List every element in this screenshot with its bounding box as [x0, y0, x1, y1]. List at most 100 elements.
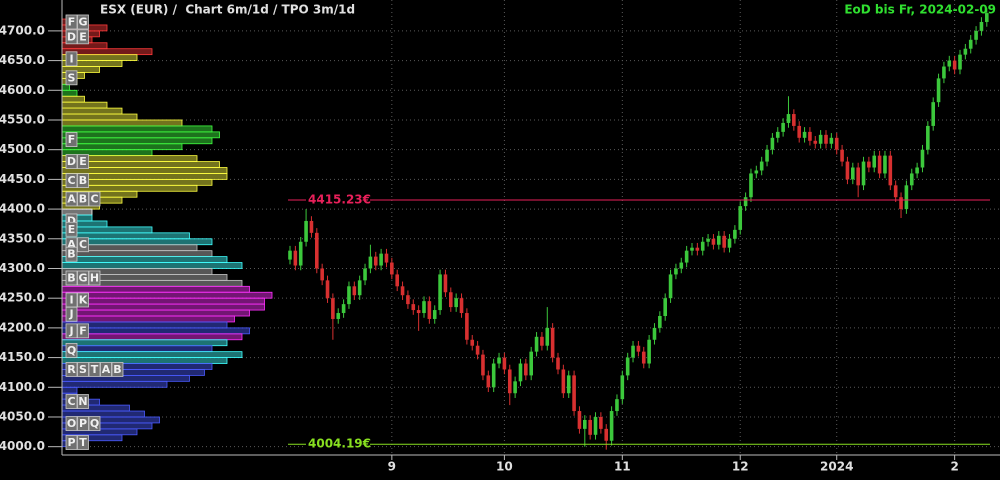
candle-body [465, 313, 469, 340]
tpo-letter: S [79, 363, 87, 376]
y-tick-label: 4550.0 [0, 112, 45, 126]
x-tick-label: 12 [732, 460, 749, 474]
candle-body [647, 339, 651, 364]
candle-body [829, 137, 834, 144]
candle-layer [288, 8, 989, 450]
tpo-letter: B [113, 363, 121, 376]
tpo-letter-box [77, 270, 89, 286]
candle-body [802, 131, 807, 138]
candle-body [443, 274, 448, 293]
candle-body [459, 298, 464, 314]
y-tick-label: 4500.0 [0, 142, 45, 156]
tpo-letter-box [65, 14, 78, 30]
candle-body [631, 345, 635, 358]
candle-body [700, 241, 705, 251]
tpo-letter-box [65, 362, 78, 377]
candle-body [888, 155, 893, 186]
tpo-letter-box [88, 270, 101, 286]
candle-body [609, 411, 614, 441]
candle-body [593, 416, 598, 435]
candle-body [529, 351, 533, 376]
y-tick-label: 4400.0 [0, 202, 45, 216]
candle-body [786, 114, 791, 123]
candle-body [470, 339, 475, 346]
candle-body [840, 149, 844, 162]
candle-body [615, 399, 619, 412]
candle-body [341, 304, 346, 314]
candle-body [577, 411, 582, 429]
candle-body [861, 161, 866, 186]
candle-body [706, 238, 710, 242]
candle-body [454, 298, 458, 308]
candle-body [336, 313, 341, 319]
candle-body [727, 238, 732, 248]
tpo-letter: G [78, 271, 87, 284]
tpo-letter: H [90, 271, 99, 284]
candle-body [556, 357, 560, 370]
tpo-letter-box [65, 173, 78, 188]
tpo-letter: Q [90, 417, 99, 430]
candle-body [325, 280, 330, 299]
candle-body [416, 310, 421, 314]
profile-row [61, 333, 243, 341]
candle-body [904, 185, 909, 210]
tpo-letter: P [67, 436, 75, 449]
candle-body [395, 274, 399, 287]
x-tick-label: 9 [388, 460, 396, 474]
profile-row [61, 83, 70, 91]
tpo-letter: D [67, 214, 76, 227]
candle-body [373, 256, 378, 266]
candle-body [733, 229, 737, 239]
candle-body [674, 268, 678, 275]
candle-body [985, 13, 989, 22]
tpo-letter: D [67, 155, 76, 168]
tpo-letter: E [79, 30, 87, 43]
candle-body [947, 60, 952, 67]
profile-row [61, 345, 213, 353]
candle-body [759, 161, 764, 171]
y-tick-label: 4100.0 [0, 380, 45, 394]
candle-body [298, 241, 303, 266]
candle-body [534, 336, 539, 352]
candle-body [384, 253, 389, 263]
tpo-letter-box [77, 237, 89, 253]
tpo-letter: A [102, 363, 111, 376]
profile-row [61, 119, 183, 127]
candle-body [909, 173, 914, 186]
candle-body [363, 268, 367, 281]
candle-body [824, 134, 828, 144]
tpo-letter: K [79, 293, 88, 306]
price-line-layer: 4415.23€ 4004.19€ [288, 193, 990, 452]
x-tick-label: 2 [950, 460, 958, 474]
tpo-letter-box [77, 416, 89, 431]
candle-body [722, 235, 726, 248]
profile-row [61, 107, 123, 115]
candle-body [309, 220, 314, 233]
tpo-letter-box [77, 323, 89, 339]
candle-body [620, 375, 625, 400]
candle-body [754, 170, 759, 174]
y-tick-label: 4250.0 [0, 291, 45, 305]
candle-body [347, 286, 351, 305]
candle-body [695, 247, 700, 251]
candle-body [813, 140, 818, 144]
tpo-letter-box [77, 362, 89, 377]
tpo-letter-box [65, 154, 78, 169]
tpo-letter-box [65, 70, 78, 86]
candle-body [550, 327, 555, 358]
candle-body [288, 250, 292, 260]
candle-body [979, 21, 984, 31]
candle-body [368, 256, 373, 269]
candle-body [851, 167, 855, 180]
candle-body [449, 292, 453, 308]
candle-body [507, 369, 512, 394]
candle-body [390, 262, 394, 275]
tpo-letter-box [77, 14, 89, 30]
tpo-letter: Q [67, 344, 76, 357]
candle-body [952, 60, 957, 70]
candle-body [749, 173, 753, 198]
tpo-letter: C [67, 395, 75, 408]
tpo-letter-box [88, 416, 101, 431]
